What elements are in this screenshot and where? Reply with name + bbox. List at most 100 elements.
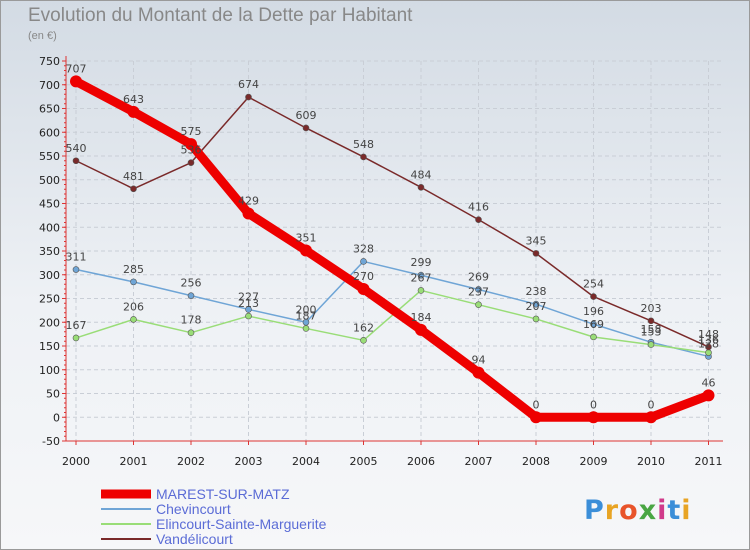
data-point — [475, 301, 482, 308]
y-tick-label: 100 — [39, 364, 60, 377]
x-tick-label: 2001 — [120, 455, 148, 468]
data-point — [705, 343, 712, 351]
logo-text: Proxiti — [584, 495, 692, 526]
data-label: 429 — [238, 194, 259, 207]
y-tick-label: 650 — [39, 103, 60, 116]
logo-letter: i — [657, 495, 667, 526]
data-label: 299 — [411, 256, 432, 269]
data-label: 184 — [411, 311, 432, 324]
axes — [62, 56, 723, 445]
data-point — [245, 93, 252, 101]
data-point — [475, 216, 482, 223]
data-point — [72, 266, 80, 273]
chart-subtitle: (en €) — [28, 30, 57, 42]
x-tick-label: 2010 — [637, 455, 665, 468]
data-label: 0 — [648, 398, 655, 411]
logo-letter: x — [639, 495, 657, 526]
data-label: 707 — [66, 62, 87, 75]
series-line — [71, 76, 713, 422]
y-tick-label: 300 — [39, 269, 60, 282]
data-label: 206 — [123, 300, 144, 313]
logo-letter: P — [584, 495, 605, 526]
data-label: 178 — [181, 314, 202, 327]
grid-lines — [66, 60, 723, 442]
data-point — [72, 334, 80, 342]
data-label: 311 — [66, 251, 87, 264]
data-label: 200 — [296, 303, 317, 316]
data-label: 0 — [533, 398, 540, 411]
data-point — [360, 336, 367, 344]
data-label: 213 — [238, 297, 259, 310]
data-label: 227 — [238, 290, 259, 303]
x-tick-label: 2011 — [695, 455, 723, 468]
data-point — [645, 411, 657, 424]
x-tick-label: 2006 — [407, 455, 435, 468]
data-label: 128 — [698, 337, 719, 350]
logo-letter: i — [681, 495, 691, 526]
data-point — [187, 292, 195, 299]
y-tick-label: 50 — [46, 388, 60, 401]
data-label: 285 — [123, 263, 144, 276]
data-label: 269 — [468, 270, 489, 283]
data-point — [415, 323, 427, 336]
data-point — [70, 75, 82, 88]
data-point — [127, 105, 140, 118]
data-label: 148 — [698, 328, 719, 341]
y-tick-label: 700 — [39, 79, 60, 92]
proxiti-logo: Proxiti — [584, 495, 692, 526]
data-point — [360, 153, 367, 161]
data-point — [587, 411, 600, 424]
data-label: 270 — [353, 270, 374, 283]
logo-letter: r — [605, 495, 619, 526]
data-point — [417, 184, 425, 191]
x-tick-label: 2009 — [580, 455, 608, 468]
legend-label: MAREST-SUR-MATZ — [156, 486, 290, 502]
data-label: 351 — [296, 232, 317, 245]
data-label: 237 — [468, 286, 489, 299]
y-tick-label: 550 — [39, 150, 60, 163]
x-tick-label: 2003 — [235, 455, 263, 468]
legend: MAREST-SUR-MATZChevincourtElincourt-Sain… — [101, 486, 327, 547]
data-label: 609 — [296, 109, 317, 122]
data-label: 643 — [123, 93, 144, 106]
x-tick-label: 2002 — [177, 455, 205, 468]
x-tick-label: 2004 — [292, 455, 320, 468]
data-point — [130, 316, 137, 323]
data-label: 254 — [583, 278, 604, 291]
data-point — [185, 138, 197, 151]
data-point — [302, 124, 310, 132]
data-point — [72, 157, 80, 165]
series-line — [75, 289, 710, 354]
data-label: 196 — [583, 305, 604, 318]
y-tick-label: -50 — [42, 435, 60, 448]
data-label: 136 — [698, 334, 719, 347]
logo-letter: t — [667, 495, 681, 526]
data-point — [647, 317, 655, 325]
data-label: 162 — [353, 321, 374, 334]
data-point — [532, 315, 540, 323]
x-axis-ticks: 2000 2001 2002 2003 2004 2005 2006 2007 2008 2009… — [62, 455, 723, 468]
data-point — [532, 300, 540, 308]
data-label: 484 — [411, 168, 432, 181]
data-point — [242, 207, 255, 220]
y-tick-label: 0 — [53, 411, 60, 424]
data-label: 345 — [526, 234, 547, 247]
x-tick-label: 2000 — [62, 455, 90, 468]
series-line — [75, 96, 710, 348]
y-tick-label: 150 — [39, 340, 60, 353]
legend-label: Chevincourt — [156, 501, 231, 517]
series-group — [70, 75, 715, 424]
data-point — [417, 287, 425, 294]
data-label: 540 — [66, 142, 87, 155]
y-tick-label: 500 — [39, 174, 60, 187]
data-label: 94 — [472, 354, 486, 367]
data-label: 203 — [641, 302, 662, 315]
data-point — [357, 283, 370, 295]
data-labels: 707 643 575 429 351 270 184 94 0 0 0 46 311 285 256 227… — [66, 62, 720, 411]
data-point — [590, 333, 597, 341]
data-point — [590, 320, 597, 328]
data-label: 167 — [66, 319, 87, 332]
chart-title: Evolution du Montant de la Dette par Hab… — [28, 5, 413, 26]
